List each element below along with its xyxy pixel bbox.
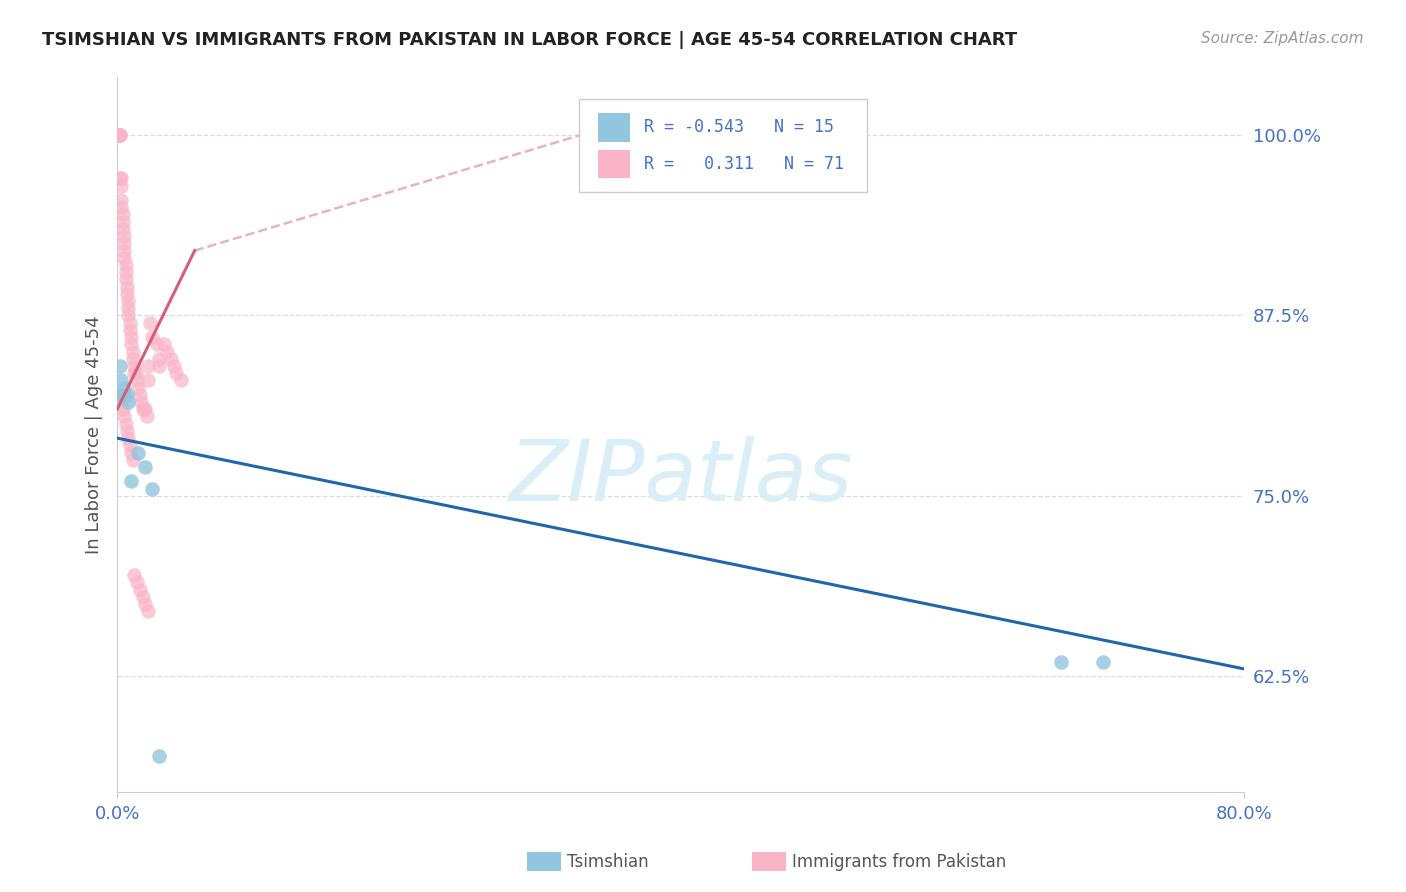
Point	[108, 171, 131, 186]
Point	[112, 388, 135, 402]
Point	[117, 431, 139, 445]
Point	[114, 258, 136, 272]
Point	[110, 395, 132, 409]
Point	[134, 402, 156, 417]
Point	[162, 359, 184, 373]
Point	[112, 236, 135, 251]
Text: Source: ZipAtlas.com: Source: ZipAtlas.com	[1201, 31, 1364, 46]
Point	[112, 381, 135, 395]
Point	[117, 301, 139, 316]
Point	[145, 337, 167, 351]
Point	[118, 316, 141, 330]
Point	[117, 395, 139, 409]
Point	[107, 128, 129, 143]
Point	[128, 582, 150, 597]
Point	[136, 359, 159, 373]
Point	[159, 351, 181, 366]
Text: Tsimshian: Tsimshian	[567, 853, 648, 871]
Text: R =   0.311   N = 71: R = 0.311 N = 71	[644, 155, 844, 173]
Point	[117, 309, 139, 323]
Point	[110, 171, 132, 186]
Point	[124, 366, 146, 380]
Point	[134, 460, 156, 475]
Point	[118, 323, 141, 337]
Point	[136, 604, 159, 618]
Point	[108, 359, 131, 373]
Text: ZIPatlas: ZIPatlas	[509, 436, 853, 519]
Point	[108, 388, 131, 402]
Point	[125, 373, 148, 387]
Point	[134, 597, 156, 611]
Point	[120, 337, 142, 351]
Point	[141, 330, 163, 344]
Point	[127, 381, 149, 395]
Bar	[599, 150, 630, 178]
Point	[115, 279, 138, 293]
Point	[122, 568, 145, 582]
Bar	[599, 113, 630, 142]
Point	[115, 286, 138, 301]
Point	[120, 330, 142, 344]
Point	[108, 128, 131, 143]
Point	[114, 272, 136, 286]
Text: R = -0.543   N = 15: R = -0.543 N = 15	[644, 119, 834, 136]
Point	[111, 215, 134, 229]
Point	[169, 373, 191, 387]
Point	[122, 359, 145, 373]
Point	[136, 373, 159, 387]
Point	[121, 351, 143, 366]
Point	[117, 294, 139, 309]
FancyBboxPatch shape	[579, 99, 866, 192]
Point	[152, 337, 174, 351]
Point	[112, 244, 135, 258]
Point	[118, 438, 141, 452]
Point	[112, 251, 135, 265]
Point	[107, 128, 129, 143]
Point	[125, 575, 148, 590]
Point	[110, 178, 132, 193]
Y-axis label: In Labor Force | Age 45-54: In Labor Force | Age 45-54	[86, 315, 103, 554]
Point	[141, 482, 163, 496]
Point	[111, 222, 134, 236]
Point	[135, 409, 157, 424]
Point	[132, 402, 155, 417]
Point	[1092, 655, 1115, 669]
Point	[148, 748, 170, 763]
Point	[127, 445, 149, 459]
Point	[111, 402, 134, 417]
Point	[138, 316, 160, 330]
Point	[120, 445, 142, 459]
Text: TSIMSHIAN VS IMMIGRANTS FROM PAKISTAN IN LABOR FORCE | AGE 45-54 CORRELATION CHA: TSIMSHIAN VS IMMIGRANTS FROM PAKISTAN IN…	[42, 31, 1018, 49]
Point	[112, 229, 135, 244]
Point	[131, 590, 153, 604]
Text: Immigrants from Pakistan: Immigrants from Pakistan	[792, 853, 1005, 871]
Point	[115, 388, 138, 402]
Point	[128, 388, 150, 402]
Point	[155, 344, 177, 359]
Point	[165, 366, 187, 380]
Point	[120, 475, 142, 489]
Point	[110, 200, 132, 214]
Point	[111, 388, 134, 402]
Point	[111, 207, 134, 221]
Point	[129, 395, 152, 409]
Point	[121, 452, 143, 467]
Point	[107, 128, 129, 143]
Point	[114, 265, 136, 279]
Point	[110, 373, 132, 387]
Point	[122, 366, 145, 380]
Point	[148, 359, 170, 373]
Point	[112, 409, 135, 424]
Point	[115, 424, 138, 438]
Point	[121, 344, 143, 359]
Point	[107, 388, 129, 402]
Point	[1050, 655, 1073, 669]
Point	[131, 402, 153, 417]
Point	[108, 128, 131, 143]
Point	[148, 351, 170, 366]
Point	[114, 417, 136, 431]
Point	[110, 193, 132, 207]
